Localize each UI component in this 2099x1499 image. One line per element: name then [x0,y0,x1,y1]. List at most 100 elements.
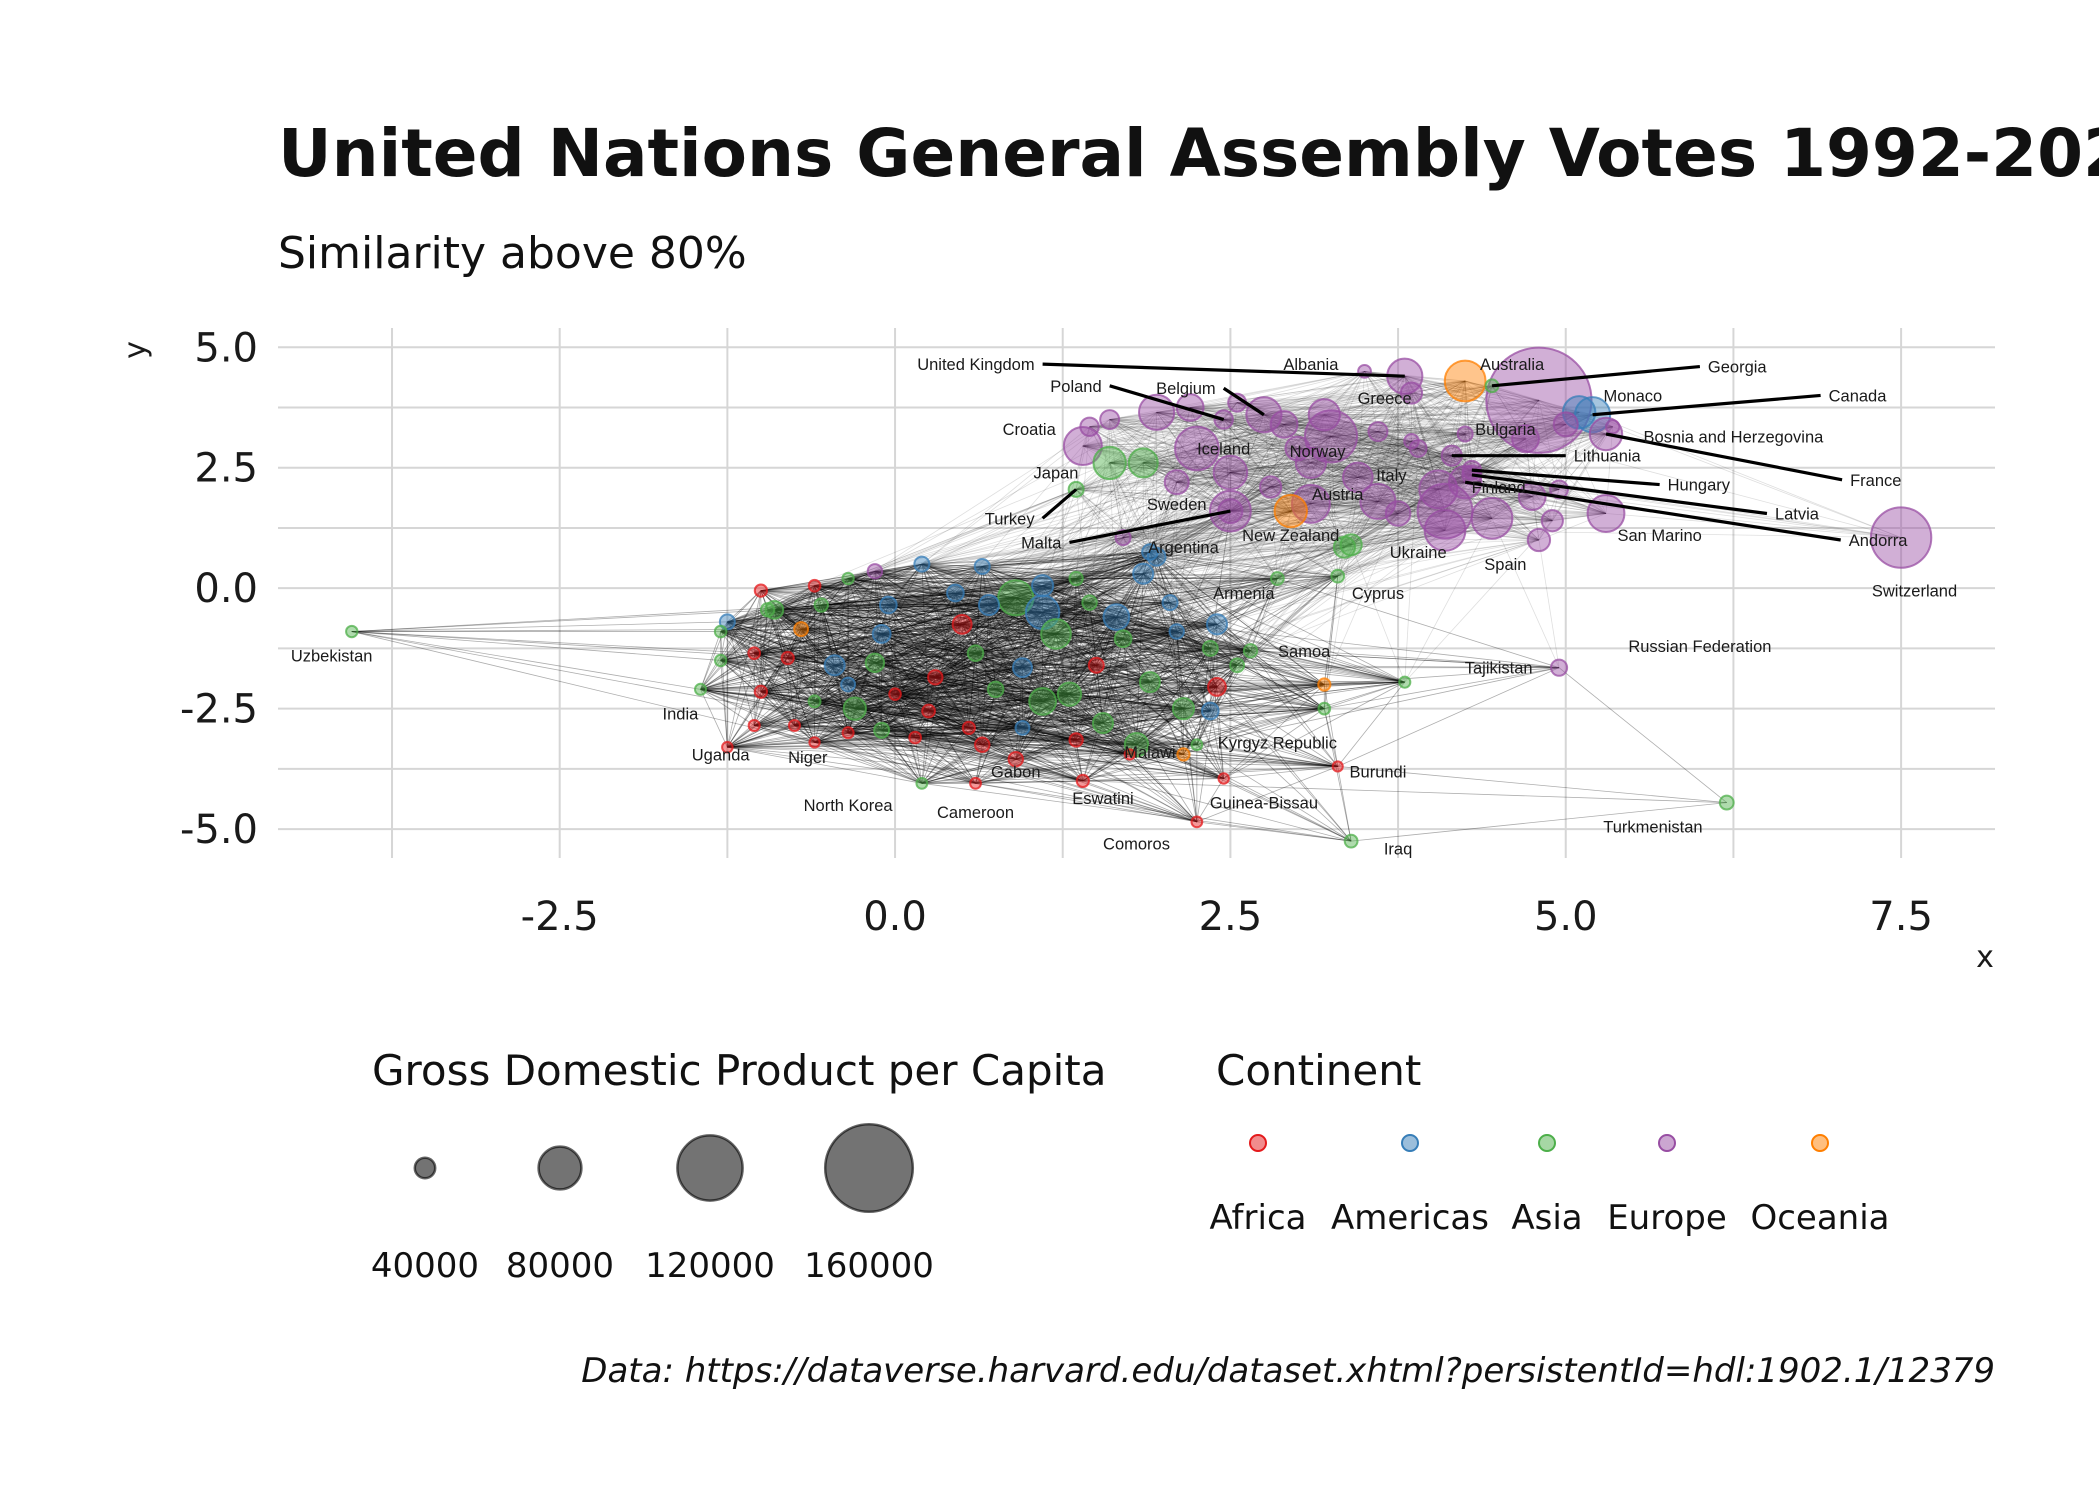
network-edge [1109,392,1412,420]
point-label: Latvia [1775,506,1820,524]
network-edge [1069,693,1184,755]
network-edge [1022,686,1218,729]
network-edge [1176,448,1298,483]
network-edge [1042,472,1231,613]
network-edge [894,592,956,695]
network-edge [968,638,1124,729]
network-edge [754,604,889,654]
network-edge [1210,684,1325,712]
network-edge [1055,537,1124,635]
network-edge [1552,513,1607,522]
network-edge [961,623,1151,683]
network-edge [1236,402,1359,478]
color-legend-label: Africa [1210,1198,1307,1238]
network-edge [982,710,1211,746]
data-point [1014,719,1031,736]
network-edge [1095,665,1198,823]
network-edge [1377,469,1472,502]
network-edge [1123,469,1472,538]
network-edge [1143,489,1439,575]
data-point [951,613,973,635]
network-edge [1297,436,1332,449]
network-edge [774,578,849,611]
network-edge [1411,392,1566,425]
network-edge [1183,510,1446,709]
network-edge [1176,631,1325,709]
data-point [1190,815,1204,829]
network-edge [1116,616,1560,669]
network-edge [1109,411,1157,420]
network-edge [1042,510,1231,613]
network-edge [1277,544,1352,579]
network-edge [1069,693,1338,767]
network-edge [1525,423,1566,440]
network-edge [727,621,788,659]
network-edge [1297,433,1607,449]
network-edge [1122,638,1238,666]
network-edge [1096,648,1211,666]
network-edge [1310,431,1379,505]
data-point [1398,675,1412,689]
point-label: Uganda [692,746,751,764]
network-edge [1076,556,1157,579]
network-edge [1324,414,1466,435]
network-edge [1310,462,1472,476]
network-edge [1042,612,1104,724]
network-edge [1149,486,1271,553]
data-point [1269,571,1285,586]
network-edge [1116,472,1231,618]
x-tick-label: 5.0 [1534,894,1598,940]
network-edge [1042,585,1124,640]
network-edge [874,462,1144,572]
network-edge [995,631,1177,690]
network-edge [1122,638,1198,746]
network-edge [1109,419,1298,449]
network-edge [1015,710,1211,760]
network-edge [921,563,1144,575]
network-edge [800,628,1023,729]
size-legend-label: 80000 [506,1246,614,1286]
network-edge [787,571,876,659]
data-point [1092,445,1127,481]
network-edge [1230,414,1325,512]
network-edge [874,616,1117,664]
color-legend-key [1658,1134,1676,1152]
network-edge [847,611,1043,685]
network-edge [1558,433,1607,490]
network-edge [1464,433,1533,497]
network-edge [1310,426,1613,464]
network-edge [921,551,1150,565]
network-edge [1451,423,1566,457]
network-edge [988,573,1144,606]
network-edge [921,563,1171,604]
network-edge [847,578,1057,635]
network-edge [1324,414,1566,425]
network-edge [1230,436,1332,473]
network-edge [874,556,1157,572]
network-edge [1176,481,1345,548]
network-edge [848,623,1218,685]
network-edge [962,623,1405,683]
network-edge [1176,631,1184,755]
network-edge [921,563,1124,640]
network-edge [754,628,802,654]
network-edge [773,609,815,702]
network-edge [727,616,1117,623]
network-edge [801,628,1218,688]
network-edge [794,629,802,726]
network-edge [1323,414,1359,478]
network-edge [720,604,822,661]
network-edge [1042,433,1466,613]
network-edge [1022,602,1171,669]
point-label: Finland [1472,479,1526,497]
network-edge [874,638,1124,664]
network-edge [1223,419,1419,449]
network-edge [955,445,1084,594]
data-point [1087,656,1105,674]
network-edge [1142,573,1218,688]
network-edge [1169,602,1178,632]
network-edge [921,489,1077,565]
network-edge [1122,448,1198,538]
network-edge [1082,423,1285,447]
network-edge [881,592,956,635]
